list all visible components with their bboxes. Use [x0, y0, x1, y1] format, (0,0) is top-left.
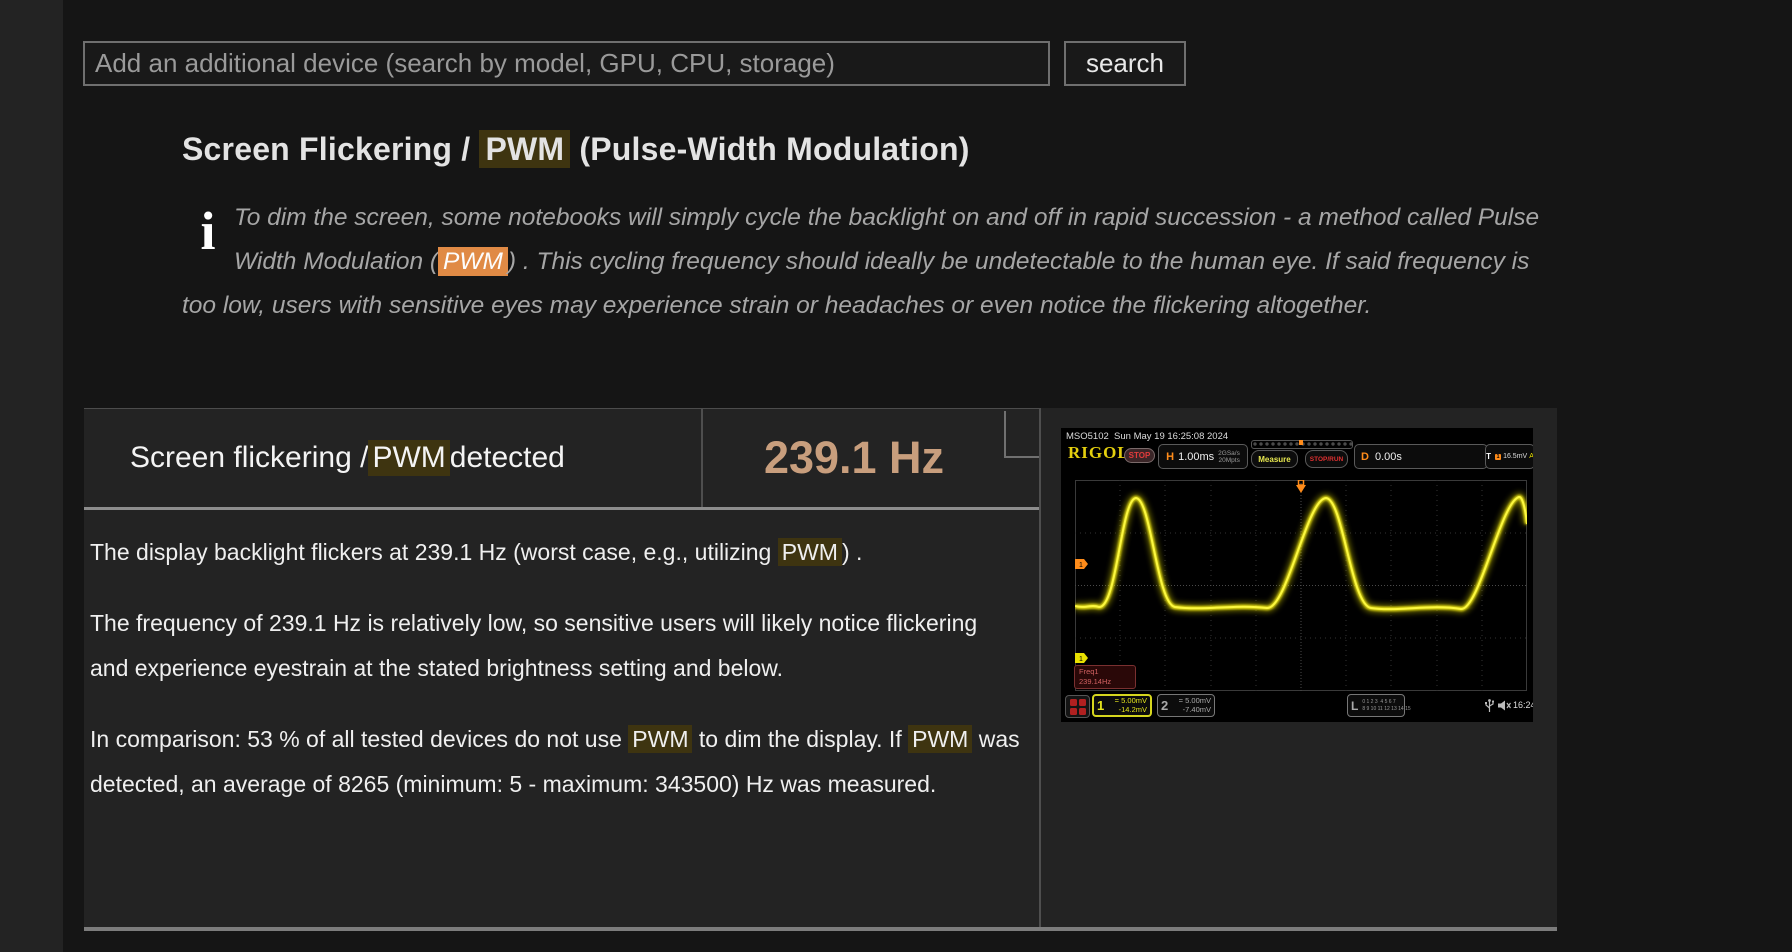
- pwm-paragraph-3: In comparison: 53 % of all tested device…: [90, 725, 1020, 797]
- la-digits-row2: 8 9 10 11 12 13 14 15: [1362, 705, 1411, 712]
- scope-trigger-box: T 1 16.5mV A: [1485, 444, 1533, 469]
- la-label: L: [1351, 698, 1359, 713]
- scope-timebase-box: H 1.00ms 2GSa/s 20Mpts: [1158, 444, 1248, 469]
- scope-memory-position-marker: [1299, 440, 1303, 445]
- info-icon: i: [200, 201, 216, 261]
- trigger-level: 16.5mV: [1503, 453, 1528, 460]
- ch1-scale: 5.00mV: [1121, 696, 1147, 705]
- trigger-mode: A: [1529, 453, 1533, 460]
- scope-sample-rate: 2GSa/s: [1218, 449, 1240, 457]
- info-paragraph: i To dim the screen, some notebooks will…: [182, 196, 1552, 328]
- scope-graticule-waveform: 1 1: [1075, 480, 1527, 691]
- freq-value: 239.14Hz: [1079, 677, 1112, 686]
- scope-channel2-badge: 2 = 5.00mV -7.40mV: [1157, 694, 1215, 717]
- left-edge-strip: [0, 0, 63, 952]
- channel1-ground-icon: 1: [1075, 653, 1088, 663]
- info-text-pre: To dim the screen, some notebooks will s…: [234, 204, 1540, 275]
- pwm-paragraph-2: The frequency of 239.1 Hz is relatively …: [90, 610, 978, 681]
- scope-clock: 16:24: [1513, 700, 1533, 710]
- scope-channel1-badge: 1 = 5.00mV -14.2mV: [1092, 694, 1152, 717]
- page-title-pre: Screen Flickering /: [182, 131, 480, 167]
- page-title-highlight: PWM: [479, 130, 571, 168]
- scope-run-stop-button: STOP/RUN: [1305, 450, 1348, 468]
- dc-coupling-icon: =: [1178, 696, 1184, 705]
- pwm-highlight: PWM: [628, 725, 693, 753]
- dc-coupling-icon: =: [1114, 696, 1120, 705]
- pwm-title-highlight: PWM: [368, 440, 450, 476]
- pwm-table-header-row: Screen flickering / PWM detected 239.1 H…: [84, 409, 1039, 510]
- ch1-number: 1: [1097, 698, 1105, 713]
- scope-memory-depth: 20Mpts: [1218, 456, 1240, 464]
- pwm-table: Screen flickering / PWM detected 239.1 H…: [84, 408, 1041, 927]
- scope-logic-analyzer-badge: L 0 1 2 3 4 5 6 7 8 9 10 11 12 13 14 15: [1347, 694, 1411, 717]
- search-input[interactable]: [83, 41, 1050, 86]
- scope-timebase: 1.00ms: [1178, 450, 1215, 463]
- scope-d-label: D: [1361, 450, 1369, 463]
- scope-column: MSO5102 Sun May 19 16:25:08 2024 RIGOL S…: [1041, 408, 1557, 927]
- mute-speaker-icon: [1498, 700, 1511, 711]
- freq-label: Freq1: [1079, 667, 1099, 676]
- pwm-card: Screen flickering / PWM detected 239.1 H…: [84, 408, 1557, 931]
- channel1-level-icon: 1: [1075, 559, 1088, 569]
- scope-menu-icon: [1065, 695, 1090, 718]
- pwm-highlight: PWM: [777, 538, 842, 566]
- scope-measure-button: Measure: [1251, 450, 1298, 468]
- pwm-paragraph-1: The display backlight flickers at 239.1 …: [90, 538, 863, 566]
- page-title: Screen Flickering / PWM (Pulse-Width Mod…: [182, 130, 970, 168]
- ch2-number: 2: [1161, 698, 1169, 713]
- scope-model-line: MSO5102 Sun May 19 16:25:08 2024: [1066, 431, 1229, 442]
- ch1-offset: -14.2mV: [1118, 704, 1147, 714]
- info-text-post: ) . This cycling frequency should ideall…: [182, 248, 1530, 319]
- usb-icon: [1485, 699, 1494, 712]
- trigger-source-badge: 1: [1495, 453, 1502, 460]
- pwm-title-post: detected: [449, 441, 565, 474]
- scope-freq-measurement-box: Freq1 239.14Hz: [1074, 665, 1136, 689]
- pwm-title-pre: Screen flickering /: [130, 441, 369, 474]
- scope-stop-badge: STOP: [1124, 448, 1155, 463]
- pwm-frequency-value: 239.1 Hz: [701, 409, 1005, 507]
- info-pwm-highlight: PWM: [438, 247, 508, 276]
- scope-delay-value: 0.00s: [1374, 450, 1402, 463]
- scope-delay-box: D 0.00s: [1354, 444, 1488, 469]
- table-scrollbar-thumb[interactable]: [1004, 411, 1039, 458]
- scope-brand-logo: RIGOL: [1068, 443, 1130, 462]
- svg-text:1: 1: [1079, 656, 1083, 663]
- pwm-description: The display backlight flickers at 239.1 …: [84, 510, 1020, 807]
- search-button[interactable]: search: [1064, 41, 1186, 86]
- ch2-offset: -7.40mV: [1182, 704, 1211, 714]
- oscilloscope-image: MSO5102 Sun May 19 16:25:08 2024 RIGOL S…: [1061, 428, 1533, 722]
- page-title-post: (Pulse-Width Modulation): [570, 131, 970, 167]
- pwm-detected-label: Screen flickering / PWM detected: [84, 409, 701, 507]
- la-digits-row1: 0 1 2 3 4 5 6 7: [1362, 699, 1396, 705]
- scope-h-label: H: [1166, 450, 1175, 463]
- svg-text:1: 1: [1079, 562, 1083, 569]
- ch2-scale: 5.00mV: [1185, 696, 1211, 705]
- trigger-position-icon: [1296, 480, 1306, 493]
- pwm-highlight: PWM: [908, 725, 973, 753]
- scope-t-label: T: [1486, 452, 1492, 461]
